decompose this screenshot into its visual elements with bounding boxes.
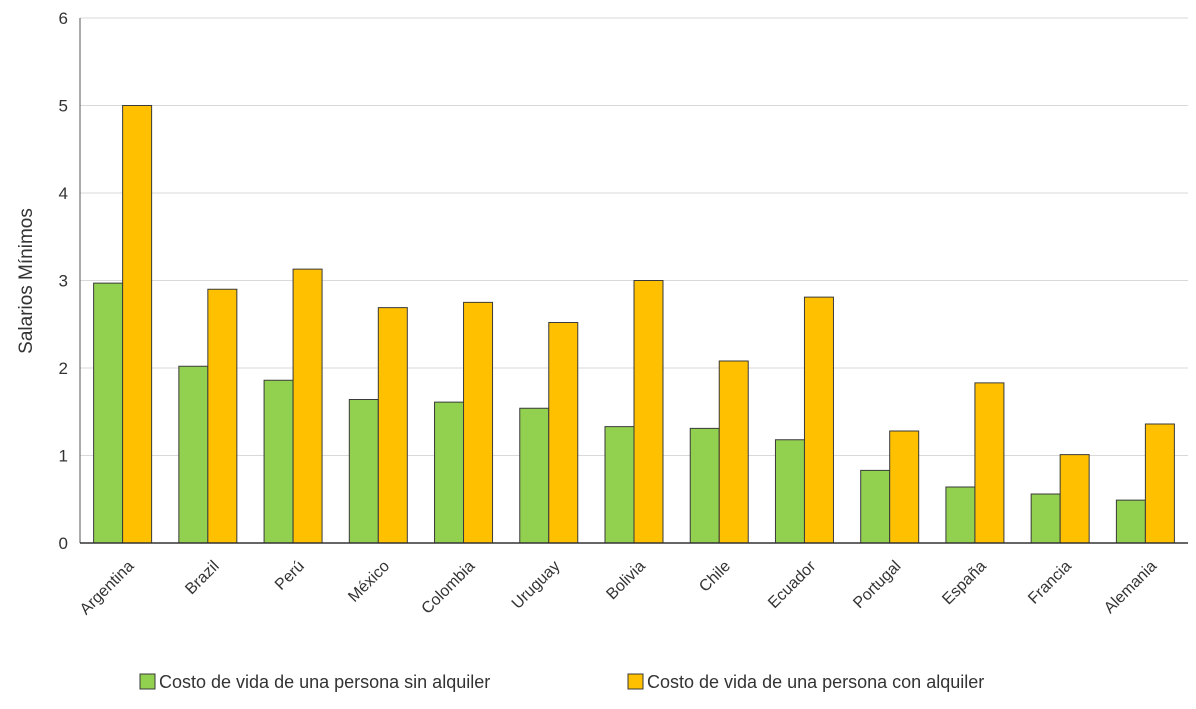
- bar-sin-alquiler-bolivia: [604, 426, 635, 544]
- bar-sin-alquiler-portugal: [860, 469, 891, 544]
- bar-con-alquiler-méxico: [377, 307, 408, 544]
- bar-sin-alquiler-méxico: [348, 399, 379, 544]
- legend-swatch: [627, 673, 644, 690]
- bar-sin-alquiler-brazil: [178, 365, 209, 544]
- x-tick-label: Bolivia: [603, 558, 648, 603]
- bar-sin-alquiler-ecuador: [774, 439, 805, 544]
- y-axis-ticks: 0 1 2 3 4 5 6: [59, 9, 68, 553]
- x-tick-label: Colombia: [419, 558, 479, 618]
- bar-sin-alquiler-uruguay: [519, 407, 550, 544]
- bar-con-alquiler-francia: [1059, 454, 1090, 544]
- y-tick-label: 6: [59, 9, 68, 28]
- bar-con-alquiler-argentina: [122, 105, 153, 544]
- bars: [93, 105, 1175, 544]
- x-tick-label: Perú: [272, 558, 308, 594]
- legend-label: Costo de vida de una persona con alquile…: [647, 672, 984, 692]
- y-tick-label: 0: [59, 534, 68, 553]
- bar-sin-alquiler-argentina: [93, 282, 124, 544]
- bar-con-alquiler-alemania: [1144, 423, 1175, 544]
- bar-sin-alquiler-francia: [1030, 493, 1061, 544]
- bar-sin-alquiler-perú: [263, 379, 294, 544]
- bar-con-alquiler-ecuador: [803, 296, 834, 544]
- y-tick-label: 1: [59, 447, 68, 466]
- y-axis-title: Salarios Mínimos: [16, 208, 37, 354]
- y-tick-label: 2: [59, 359, 68, 378]
- y-tick-label: 3: [59, 272, 68, 291]
- x-tick-label: Uruguay: [509, 558, 564, 613]
- bar-con-alquiler-chile: [718, 360, 749, 544]
- y-tick-label: 4: [59, 184, 68, 203]
- bar-sin-alquiler-colombia: [434, 401, 465, 544]
- legend-label: Costo de vida de una persona sin alquile…: [159, 672, 490, 692]
- bar-con-alquiler-bolivia: [633, 280, 664, 544]
- x-tick-label: Brazil: [182, 558, 222, 598]
- x-tick-label: Alemania: [1101, 558, 1160, 617]
- bar-con-alquiler-portugal: [889, 430, 920, 544]
- y-tick-label: 5: [59, 97, 68, 116]
- bar-sin-alquiler-españa: [945, 486, 976, 544]
- bar-con-alquiler-españa: [974, 382, 1005, 544]
- x-tick-label: Ecuador: [765, 557, 820, 612]
- x-tick-label: España: [939, 558, 989, 608]
- legend-swatch: [139, 673, 156, 690]
- legend: Costo de vida de una persona sin alquile…: [139, 672, 984, 692]
- bar-con-alquiler-perú: [292, 268, 323, 544]
- x-axis-labels: Argentina Brazil Perú México Colombia Uruguay…: [77, 557, 1160, 618]
- bar-sin-alquiler-chile: [689, 427, 720, 544]
- bar-con-alquiler-uruguay: [548, 322, 579, 544]
- x-tick-label: Francia: [1025, 558, 1075, 608]
- axes: [79, 18, 1188, 544]
- bar-con-alquiler-colombia: [463, 301, 494, 544]
- bar-sin-alquiler-alemania: [1115, 499, 1146, 544]
- x-tick-label: Chile: [696, 558, 734, 596]
- x-tick-label: Portugal: [850, 558, 904, 612]
- x-tick-label: Argentina: [77, 558, 138, 619]
- x-tick-label: México: [345, 558, 393, 606]
- bar-con-alquiler-brazil: [207, 288, 238, 544]
